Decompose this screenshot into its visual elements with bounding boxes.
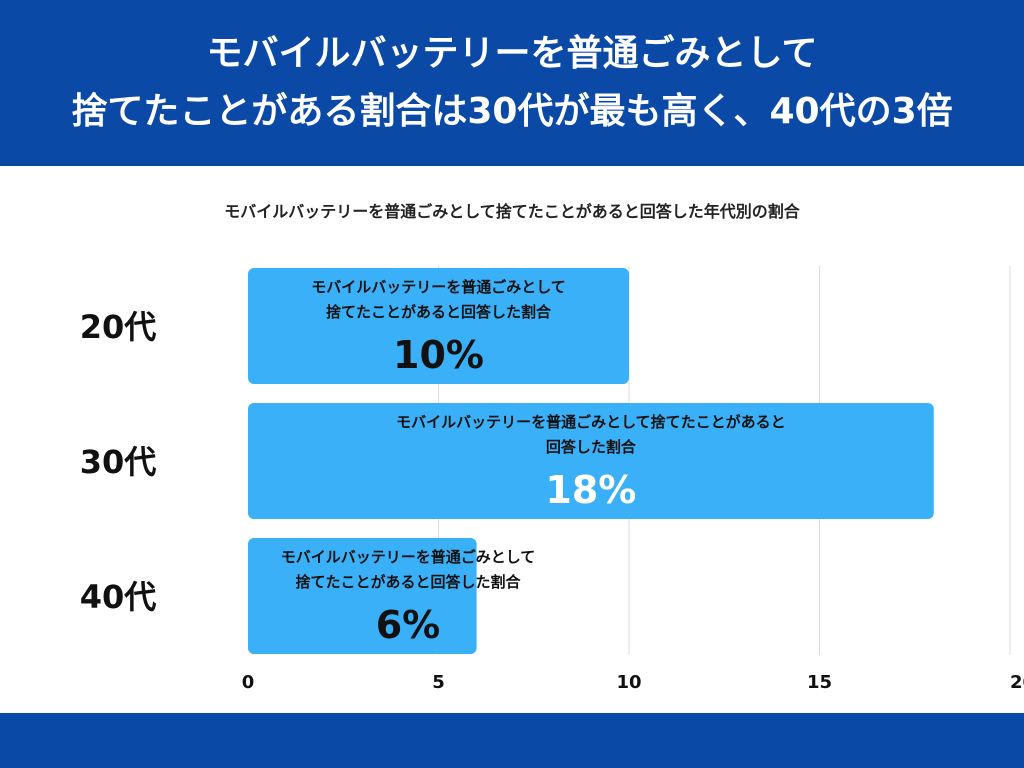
x-tick-label: 10 [616,672,641,693]
bar-annotation: 捨てたことがあると回答した割合 [326,303,552,321]
x-tick-label: 15 [807,672,832,693]
bar-annotation: モバイルバッテリーを普通ごみとして [281,548,536,566]
bar [248,268,629,384]
category-label: 30代 [80,443,157,481]
bar [248,403,934,519]
title-line-2: 捨てたことがある割合は30代が最も高く、40代の3倍 [71,91,953,132]
category-label: 20代 [80,308,157,346]
bar-annotation: 捨てたことがあると回答した割合 [295,573,521,591]
bar-annotation: モバイルバッテリーを普通ごみとして捨てたことがあると [396,413,786,431]
data-label: 10% [393,333,484,377]
data-label: 18% [545,468,636,512]
x-tick-label: 0 [242,672,255,693]
data-label: 6% [376,603,441,647]
x-tick-label: 20 [1010,672,1024,693]
category-label: 40代 [80,578,157,616]
title-banner: モバイルバッテリーを普通ごみとして 捨てたことがある割合は30代が最も高く、40… [0,0,1024,166]
bar [248,538,477,654]
title-line-1: モバイルバッテリーを普通ごみとして [206,33,818,74]
bar-annotation: モバイルバッテリーを普通ごみとして [311,278,566,296]
chart-title: モバイルバッテリーを普通ごみとして捨てたことがあると回答した年代別の割合 [224,202,800,221]
bar-annotation: 回答した割合 [546,438,637,456]
footer-band [0,713,1024,768]
bar-chart: 0510152020代モバイルバッテリーを普通ごみとして捨てたことがあると回答し… [80,266,1024,693]
x-tick-label: 5 [432,672,445,693]
